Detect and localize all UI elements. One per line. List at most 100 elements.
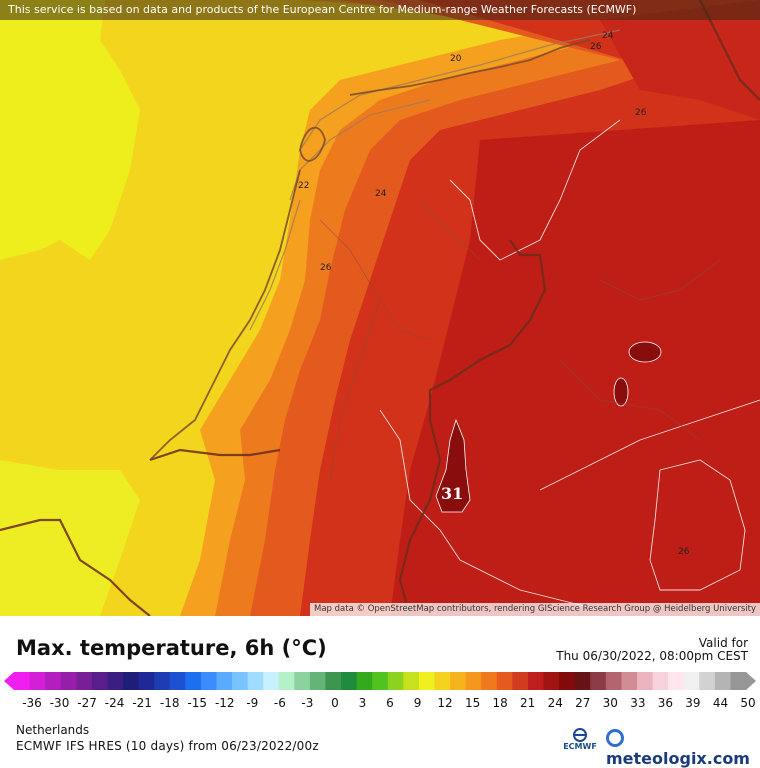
colorbar-swatch (29, 672, 46, 690)
colorbar-tick-label: 24 (547, 696, 563, 710)
colorbar-swatch (683, 672, 700, 690)
contour-label: 26 (320, 263, 332, 273)
contour-label: 24 (375, 189, 387, 199)
colorbar-swatch (465, 672, 482, 690)
colorbar-tick-label: 33 (630, 696, 646, 710)
colorbar-tick-label: -3 (301, 696, 314, 710)
colorbar-swatch (341, 672, 358, 690)
colorbar-swatch (559, 672, 576, 690)
colorbar-tick-label: 36 (657, 696, 674, 710)
colorbar-swatch (434, 672, 451, 690)
legend-panel: Max. temperature, 6h (°C) Valid for Thu … (0, 616, 760, 768)
colorbar-swatch (200, 672, 217, 690)
map-title: Max. temperature, 6h (°C) (16, 636, 327, 660)
colorbar-swatch (512, 672, 529, 690)
colorbar-swatch (169, 672, 186, 690)
colorbar-tick-label: 30 (602, 696, 618, 710)
meteologix-icon (606, 729, 624, 747)
colorbar-swatch (590, 672, 607, 690)
colorbar-tick-label: -18 (159, 696, 180, 710)
colorbar-swatch (60, 672, 77, 690)
colorbar-swatch (372, 672, 389, 690)
colorbar-tick-label: 21 (520, 696, 536, 710)
colorbar-tick-label: -9 (246, 696, 259, 710)
ecmwf-logo-text: ECMWF (563, 742, 597, 751)
colorbar-swatch (605, 672, 622, 690)
colorbar-swatch (403, 672, 420, 690)
colorbar-swatch (543, 672, 560, 690)
colorbar-swatch (14, 672, 31, 690)
colorbar-swatch (247, 672, 264, 690)
colorbar-swatch (387, 672, 404, 690)
colorbar (4, 672, 756, 690)
colorbar-tick-label: -27 (77, 696, 97, 710)
colorbar-tick-label: 39 (685, 696, 701, 710)
attribution-top: This service is based on data and produc… (0, 0, 760, 20)
colorbar-ticks: -36 -30 -27 -24 -21 -18 -15 -12 -9 -6 -3 0 3 6 9 12 15 18… (0, 696, 760, 712)
country-borders (0, 0, 760, 616)
colorbar-swatch (45, 672, 62, 690)
model-run: ECMWF IFS HRES (10 days) from 06/23/2022… (16, 739, 319, 753)
temperature-map[interactable]: This service is based on data and produc… (0, 0, 760, 616)
colorbar-tick-label: -12 (214, 696, 235, 710)
colorbar-tick-label: -15 (187, 696, 208, 710)
colorbar-swatch (527, 672, 545, 690)
colorbar-swatch (232, 672, 249, 690)
colorbar-tick-label: 12 (437, 696, 453, 710)
colorbar-swatch (123, 672, 140, 690)
colorbar-swatch (621, 672, 638, 690)
contour-label: 22 (298, 181, 310, 191)
colorbar-swatch (185, 672, 202, 690)
contour-label: 26 (635, 108, 647, 118)
ecmwf-icon (573, 728, 587, 742)
colorbar-swatch (325, 672, 342, 690)
colorbar-tick-label: 3 (358, 696, 367, 710)
colorbar-swatch (730, 672, 747, 690)
attribution-bottom[interactable]: Map data © OpenStreetMap contributors, r… (310, 603, 760, 616)
contour-label: 26 (678, 547, 690, 557)
colorbar-swatch (138, 672, 155, 690)
colorbar-swatch (699, 672, 716, 690)
brand-text: meteologix.com (606, 749, 750, 768)
colorbar-tick-label: 6 (386, 696, 394, 710)
valid-date: Thu 06/30/2022, 08:00pm CEST (556, 649, 748, 663)
colorbar-swatch (76, 672, 93, 690)
colorbar-swatch (450, 672, 467, 690)
colorbar-swatch (294, 672, 311, 690)
colorbar-swatch (107, 672, 124, 690)
colorbar-swatch (216, 672, 233, 690)
colorbar-swatch (154, 672, 171, 690)
colorbar-tick-label: 9 (413, 696, 422, 710)
colorbar-swatch (278, 672, 295, 690)
colorbar-swatch (263, 672, 280, 690)
colorbar-arrow-right (746, 672, 756, 690)
colorbar-swatch (636, 672, 654, 690)
max-value-label: 31 (441, 484, 464, 503)
max-temp-blob (435, 418, 471, 513)
contour-label: 24 (602, 31, 614, 41)
colorbar-swatch (574, 672, 591, 690)
colorbar-tick-label: 18 (492, 696, 508, 710)
coastline (149, 39, 591, 461)
contour-label: 26 (590, 42, 602, 52)
colorbar-arrow-left (4, 672, 14, 690)
region-name: Netherlands (16, 723, 90, 737)
colorbar-swatch (668, 672, 685, 690)
colorbar-tick-label: 27 (575, 696, 591, 710)
contour-label: 20 (450, 54, 462, 64)
colorbar-tick-label: -21 (132, 696, 152, 710)
colorbar-swatch (652, 672, 669, 690)
colorbar-swatch (356, 672, 373, 690)
colorbar-tick-label: 44 (712, 696, 729, 710)
brand-logo[interactable]: meteologix.com (606, 729, 760, 768)
colorbar-swatch (309, 672, 326, 690)
colorbar-tick-label: -36 (22, 696, 42, 710)
colorbar-tick-label: -24 (104, 696, 125, 710)
map-canvas (0, 0, 760, 616)
colorbar-swatch (481, 672, 498, 690)
colorbar-tick-label: -30 (49, 696, 70, 710)
colorbar-tick-label: -6 (273, 696, 286, 710)
colorbar-swatch (496, 672, 513, 690)
colorbar-tick-label: 15 (464, 696, 481, 710)
ecmwf-logo: ECMWF (560, 728, 600, 756)
